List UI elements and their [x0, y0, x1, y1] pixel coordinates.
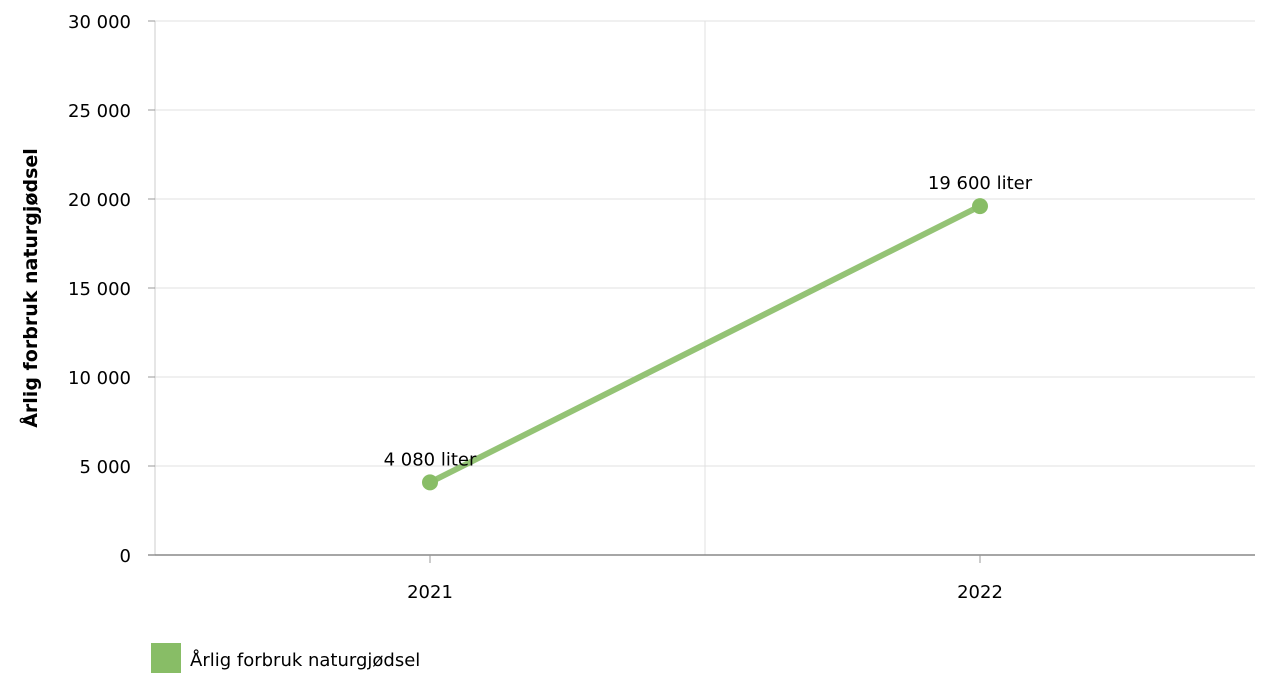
series-group: 4 080 liter 19 600 liter [384, 173, 1033, 491]
y-tick-label: 15 000 [68, 279, 131, 300]
y-tick-label: 0 [120, 546, 131, 567]
y-tick-label: 5 000 [79, 457, 131, 478]
x-tick-label: 2021 [407, 582, 453, 603]
y-axis-title: Årlig forbruk naturgjødsel [18, 148, 42, 428]
y-tick-label: 25 000 [68, 101, 131, 122]
data-point [972, 198, 988, 215]
y-axis-ticks: 0 5 000 10 000 15 000 20 000 25 000 30 000 [68, 12, 155, 567]
y-tick-label: 10 000 [68, 368, 131, 389]
series-line [427, 203, 983, 486]
x-tick-label: 2022 [957, 582, 1003, 603]
legend[interactable]: Årlig forbruk naturgjødsel [151, 643, 420, 673]
y-tick-label: 20 000 [68, 190, 131, 211]
data-point [422, 474, 438, 491]
grid-lines [155, 20, 1255, 555]
legend-swatch [151, 643, 181, 673]
data-label: 19 600 liter [928, 173, 1033, 194]
y-tick-label: 30 000 [68, 12, 131, 33]
data-label: 4 080 liter [384, 449, 477, 470]
x-axis-ticks: 2021 2022 [407, 555, 1003, 603]
legend-label: Årlig forbruk naturgjødsel [190, 649, 420, 671]
